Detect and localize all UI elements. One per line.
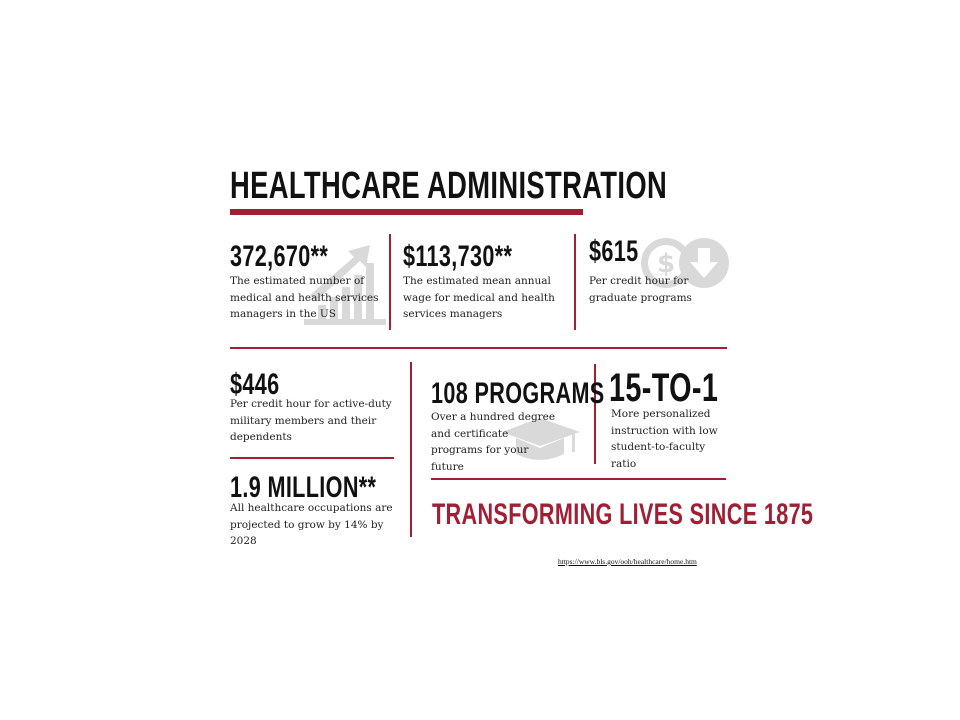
- stat-ratio-value: 15-TO-1: [609, 366, 719, 410]
- title-underline: [230, 209, 583, 215]
- stat-programs-description: Over a hundred degree and certificate pr…: [431, 411, 556, 473]
- stat-military-description: Per credit hour for active-duty military…: [230, 398, 392, 443]
- divider-row2-b: [594, 364, 596, 464]
- stat-programs-value: 108 PROGRAMS: [431, 377, 605, 410]
- stat-wage-value: $113,730**: [403, 240, 513, 273]
- tagline: TRANSFORMING LIVES SINCE 1875: [432, 498, 814, 531]
- svg-text:$: $: [657, 249, 675, 279]
- graduation-cap-icon: [500, 414, 582, 464]
- stat-managers-description: The estimated number of medical and heal…: [230, 275, 379, 320]
- growth-chart-icon: [304, 235, 386, 331]
- stat-ratio-description: More personalized instruction with low s…: [611, 408, 718, 470]
- stat-graduate-value: $615: [589, 235, 639, 268]
- stat-occupations-description: All healthcare occupations are projected…: [230, 502, 393, 547]
- source-link[interactable]: https://www.bls.gov/ooh/healthcare/home.…: [558, 557, 697, 566]
- stat-military-value: $446: [230, 368, 280, 401]
- section-separator: [230, 347, 727, 349]
- stat-occupations-value: 1.9 MILLION**: [230, 471, 377, 504]
- divider-row1-a: [389, 234, 391, 330]
- stat-managers-value: 372,670**: [230, 240, 329, 273]
- stat-wage-description: The estimated mean annual wage for medic…: [403, 275, 555, 320]
- divider-row1-b: [574, 234, 576, 330]
- page-title: HEALTHCARE ADMINISTRATION: [230, 165, 668, 207]
- dollar-down-icon: $: [640, 236, 732, 290]
- military-underline: [230, 457, 394, 459]
- stat-graduate-description: Per credit hour for graduate programs: [589, 275, 692, 304]
- divider-row2-a: [410, 362, 412, 537]
- tagline-rule: [431, 478, 726, 480]
